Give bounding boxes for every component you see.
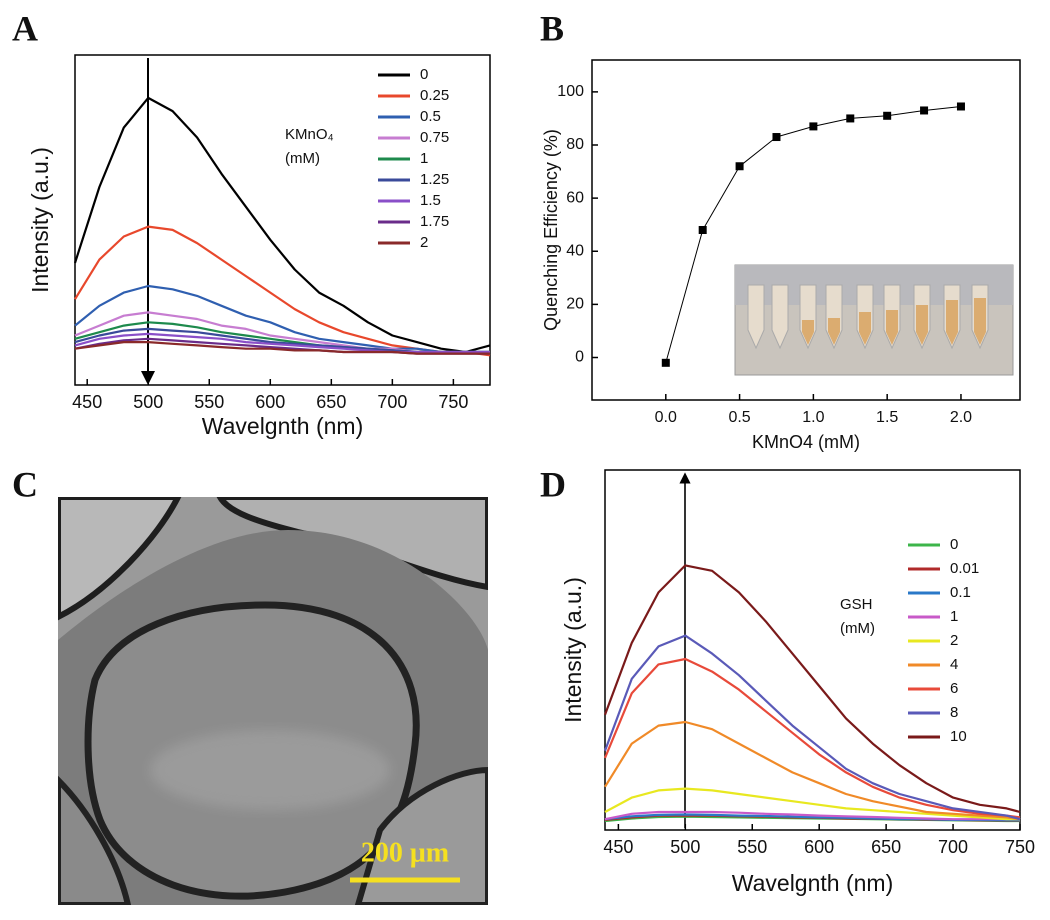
x-tick-label: 450 bbox=[603, 837, 633, 857]
inset-photo bbox=[734, 264, 1014, 376]
legend-label: 0.25 bbox=[420, 87, 449, 104]
y-tick-label: 40 bbox=[566, 242, 584, 259]
x-tick-label: 650 bbox=[316, 392, 346, 412]
legend-title: GSH bbox=[840, 596, 873, 613]
marker bbox=[846, 114, 855, 123]
legend-label: 2 bbox=[420, 234, 428, 251]
plot-frame bbox=[591, 59, 1021, 401]
x-tick-label: 500 bbox=[133, 392, 163, 412]
marker bbox=[698, 226, 707, 234]
marker bbox=[956, 102, 965, 111]
marker bbox=[661, 358, 670, 367]
x-tick-label: 1.0 bbox=[802, 409, 824, 426]
x-tick-label: 450 bbox=[72, 392, 102, 412]
legend-label: 6 bbox=[950, 680, 958, 697]
marker bbox=[883, 111, 892, 120]
y-tick-label: 0 bbox=[575, 349, 584, 366]
series-line bbox=[604, 787, 1020, 821]
legend-label: 1.5 bbox=[420, 192, 441, 209]
panel-label: A bbox=[12, 8, 38, 48]
legend-label: 0.5 bbox=[420, 108, 441, 125]
marker bbox=[920, 106, 929, 115]
y-tick-label: 20 bbox=[566, 296, 584, 313]
legend-title: (mM) bbox=[285, 150, 320, 167]
x-tick-label: 550 bbox=[737, 837, 767, 857]
legend-label: 4 bbox=[950, 656, 958, 673]
marker bbox=[772, 133, 781, 142]
legend-label: 2 bbox=[950, 632, 958, 649]
plot-frame bbox=[604, 469, 1021, 831]
legend-label: 1.25 bbox=[420, 171, 449, 188]
plot-frame bbox=[74, 54, 491, 386]
x-tick-label: 650 bbox=[871, 837, 901, 857]
legend-label: 0.1 bbox=[950, 584, 971, 601]
x-tick-label: 550 bbox=[194, 392, 224, 412]
panel-label: B bbox=[540, 8, 564, 48]
legend-label: 0.75 bbox=[420, 129, 449, 146]
x-tick-label: 0.5 bbox=[728, 409, 750, 426]
series-line bbox=[74, 341, 490, 355]
scale-bar-label: 200 μm bbox=[361, 837, 449, 868]
x-tick-label: 0.0 bbox=[655, 409, 677, 426]
legend-title: KMnO₄ bbox=[285, 126, 334, 143]
series-line bbox=[603, 634, 1021, 821]
series-line bbox=[603, 657, 1021, 819]
legend-title: (mM) bbox=[840, 620, 875, 637]
series-line bbox=[74, 284, 490, 354]
legend-label: 10 bbox=[950, 728, 967, 745]
y-tick-label: 60 bbox=[566, 189, 584, 206]
y-axis-label: Intensity (a.u.) bbox=[27, 147, 53, 293]
series-line bbox=[604, 810, 1020, 821]
x-tick-label: 700 bbox=[377, 392, 407, 412]
x-tick-label: 750 bbox=[438, 392, 468, 412]
x-tick-label: 500 bbox=[670, 837, 700, 857]
panel-label: D bbox=[540, 464, 566, 504]
series-line bbox=[603, 564, 1021, 814]
x-tick-label: 2.0 bbox=[950, 409, 972, 426]
x-tick-label: 750 bbox=[1005, 837, 1035, 857]
x-tick-label: 600 bbox=[255, 392, 285, 412]
panel-label: C bbox=[12, 464, 38, 504]
marker bbox=[809, 122, 818, 131]
x-axis-label: Wavelgnth (nm) bbox=[732, 870, 893, 896]
micrograph: 200 μm bbox=[58, 497, 488, 905]
legend-label: 1 bbox=[420, 150, 428, 167]
legend-label: 0 bbox=[950, 536, 958, 553]
x-axis-label: KMnO4 (mM) bbox=[752, 432, 860, 452]
y-tick-label: 100 bbox=[557, 83, 584, 100]
series-line bbox=[73, 96, 491, 354]
x-tick-label: 700 bbox=[938, 837, 968, 857]
series-line bbox=[604, 720, 1021, 821]
legend-label: 1 bbox=[950, 608, 958, 625]
series-line bbox=[74, 332, 490, 354]
legend-label: 0 bbox=[420, 66, 428, 83]
legend-label: 1.75 bbox=[420, 213, 449, 230]
x-tick-label: 600 bbox=[804, 837, 834, 857]
y-axis-label: Intensity (a.u.) bbox=[560, 577, 586, 723]
legend-label: 8 bbox=[950, 704, 958, 721]
x-axis-label: Wavelgnth (nm) bbox=[202, 413, 363, 439]
x-tick-label: 1.5 bbox=[876, 409, 898, 426]
marker bbox=[735, 162, 744, 171]
legend-label: 0.01 bbox=[950, 560, 979, 577]
y-tick-label: 80 bbox=[566, 136, 584, 153]
y-axis-label: Quenching Efficiency (%) bbox=[541, 129, 561, 331]
